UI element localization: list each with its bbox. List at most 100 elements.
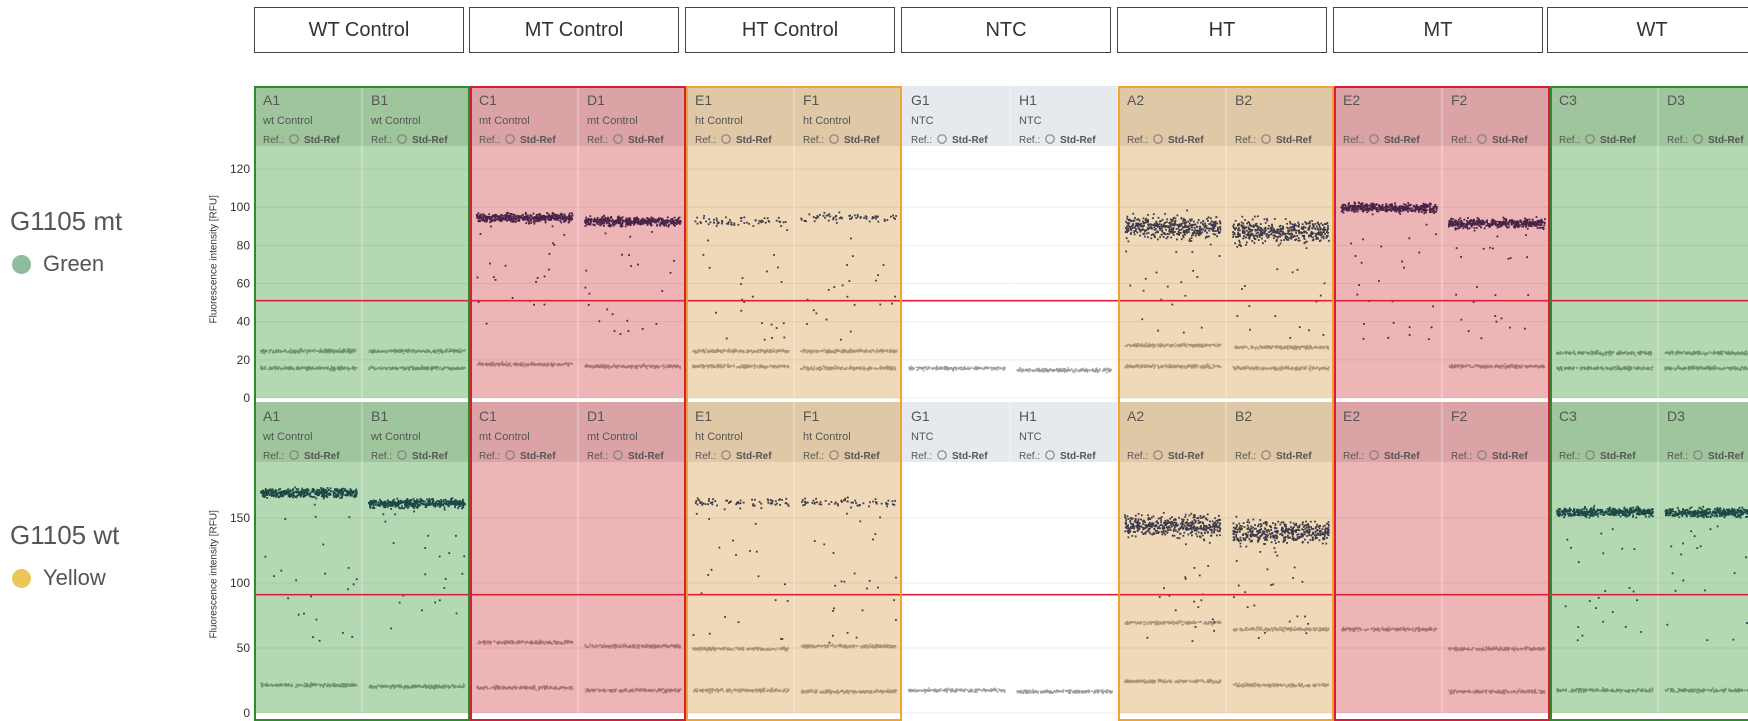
ref-radio-icon xyxy=(397,450,407,460)
ref-radio-icon xyxy=(1045,450,1055,460)
ref-label: Ref.: xyxy=(479,135,500,146)
y-tick-label: 0 xyxy=(243,391,250,405)
ref-radio-icon xyxy=(289,134,299,144)
group-outline-mt xyxy=(470,86,686,721)
well-header-band xyxy=(1658,86,1748,146)
well-C1: C1 mt Control Ref.: Std-Ref xyxy=(469,402,578,714)
ref-label: Ref.: xyxy=(695,135,716,146)
well-id: D1 xyxy=(587,92,605,108)
well-header-band xyxy=(1118,86,1226,146)
well-C3: C3 Ref.: Std-Ref xyxy=(1549,86,1658,399)
well-sample: mt Control xyxy=(479,115,530,127)
std-ref-label: Std-Ref xyxy=(520,451,556,462)
ref-label: Ref.: xyxy=(1127,135,1148,146)
well-id: F1 xyxy=(803,408,820,424)
ref-radio-icon xyxy=(397,134,407,144)
std-ref-label: Std-Ref xyxy=(628,451,664,462)
well-header-band xyxy=(1550,86,1658,146)
ref-label: Ref.: xyxy=(587,451,608,462)
well-id: C3 xyxy=(1559,408,1577,424)
y-tick-label: 80 xyxy=(237,238,251,252)
well-D3: D3 Ref.: Std-Ref xyxy=(1657,402,1748,714)
std-ref-label: Std-Ref xyxy=(736,451,772,462)
well-H1: H1 NTC Ref.: Std-Ref xyxy=(1009,86,1118,399)
well-header-band xyxy=(902,402,1010,462)
dye-name: Yellow xyxy=(43,565,106,590)
well-sample: ht Control xyxy=(803,115,851,127)
std-ref-label: Std-Ref xyxy=(844,135,880,146)
std-ref-label: Std-Ref xyxy=(1384,451,1420,462)
well-id: E1 xyxy=(695,408,712,424)
std-ref-label: Std-Ref xyxy=(844,451,880,462)
ref-radio-icon xyxy=(829,450,839,460)
well-id: H1 xyxy=(1019,92,1037,108)
well-id: A2 xyxy=(1127,92,1144,108)
group-outline-ht xyxy=(1118,86,1334,721)
well-id: F2 xyxy=(1451,408,1468,424)
well-id: B2 xyxy=(1235,92,1252,108)
well-sample: wt Control xyxy=(370,431,421,443)
ref-radio-icon xyxy=(1045,134,1055,144)
well-H1: H1 NTC Ref.: Std-Ref xyxy=(1009,402,1118,714)
std-ref-label: Std-Ref xyxy=(1708,135,1744,146)
droplet-cluster xyxy=(1016,688,1114,695)
std-ref-label: Std-Ref xyxy=(412,135,448,146)
droplet-cluster xyxy=(800,496,898,695)
well-sample: wt Control xyxy=(370,115,421,127)
well-header-band xyxy=(1334,402,1442,462)
group-header-wt: WT xyxy=(1547,7,1748,53)
ref-radio-icon xyxy=(1261,450,1271,460)
well-header-band xyxy=(362,402,470,462)
well-sample: wt Control xyxy=(262,115,313,127)
ref-radio-icon xyxy=(1153,450,1163,460)
std-ref-label: Std-Ref xyxy=(1708,451,1744,462)
group-outline-ht xyxy=(686,86,902,721)
well-D1: D1 mt Control Ref.: Std-Ref xyxy=(577,402,686,714)
ref-label: Ref.: xyxy=(479,451,500,462)
droplet-cluster xyxy=(584,214,682,370)
droplet-cluster xyxy=(1341,626,1438,633)
ref-label: Ref.: xyxy=(1451,451,1472,462)
well-F1: F1 ht Control Ref.: Std-Ref xyxy=(793,86,902,399)
droplet-cluster xyxy=(692,497,790,694)
ref-radio-icon xyxy=(1693,450,1703,460)
well-C1: C1 mt Control Ref.: Std-Ref xyxy=(469,86,578,399)
ref-label: Ref.: xyxy=(263,451,284,462)
std-ref-label: Std-Ref xyxy=(304,135,340,146)
well-sample: NTC xyxy=(1019,115,1042,127)
group-header-mt-control: MT Control xyxy=(469,7,679,53)
well-header-band xyxy=(794,402,902,462)
yellow-dot-icon xyxy=(12,568,31,588)
group-header-ntc: NTC xyxy=(901,7,1111,53)
std-ref-label: Std-Ref xyxy=(1168,451,1204,462)
well-header-band xyxy=(1226,86,1334,146)
droplet-cluster xyxy=(1448,645,1546,695)
well-header-band xyxy=(794,86,902,146)
ref-radio-icon xyxy=(937,450,947,460)
assay-label-wt: G1105 wt Yellow xyxy=(10,520,119,591)
well-header-band xyxy=(578,402,686,462)
droplet-cluster xyxy=(1124,511,1222,685)
y-tick-label: 50 xyxy=(237,641,251,655)
well-header-band xyxy=(254,86,362,146)
well-A1: A1 wt Control Ref.: Std-Ref xyxy=(253,402,362,714)
std-ref-label: Std-Ref xyxy=(1600,135,1636,146)
well-header-band xyxy=(1442,86,1550,146)
well-E2: E2 Ref.: Std-Ref xyxy=(1333,402,1442,714)
ref-label: Ref.: xyxy=(371,135,392,146)
well-id: G1 xyxy=(911,408,930,424)
well-header-band xyxy=(686,86,794,146)
well-B1: B1 wt Control Ref.: Std-Ref xyxy=(361,402,470,714)
droplet-cluster xyxy=(1232,215,1330,372)
y-tick-label: 40 xyxy=(237,315,251,329)
std-ref-label: Std-Ref xyxy=(1492,135,1528,146)
ref-label: Ref.: xyxy=(911,451,932,462)
well-id: A1 xyxy=(263,92,280,108)
ref-radio-icon xyxy=(289,450,299,460)
droplet-cluster xyxy=(908,687,1006,694)
ref-label: Ref.: xyxy=(1235,135,1256,146)
well-header-band xyxy=(578,86,686,146)
droplet-cluster xyxy=(908,365,1006,372)
ref-label: Ref.: xyxy=(1343,135,1364,146)
